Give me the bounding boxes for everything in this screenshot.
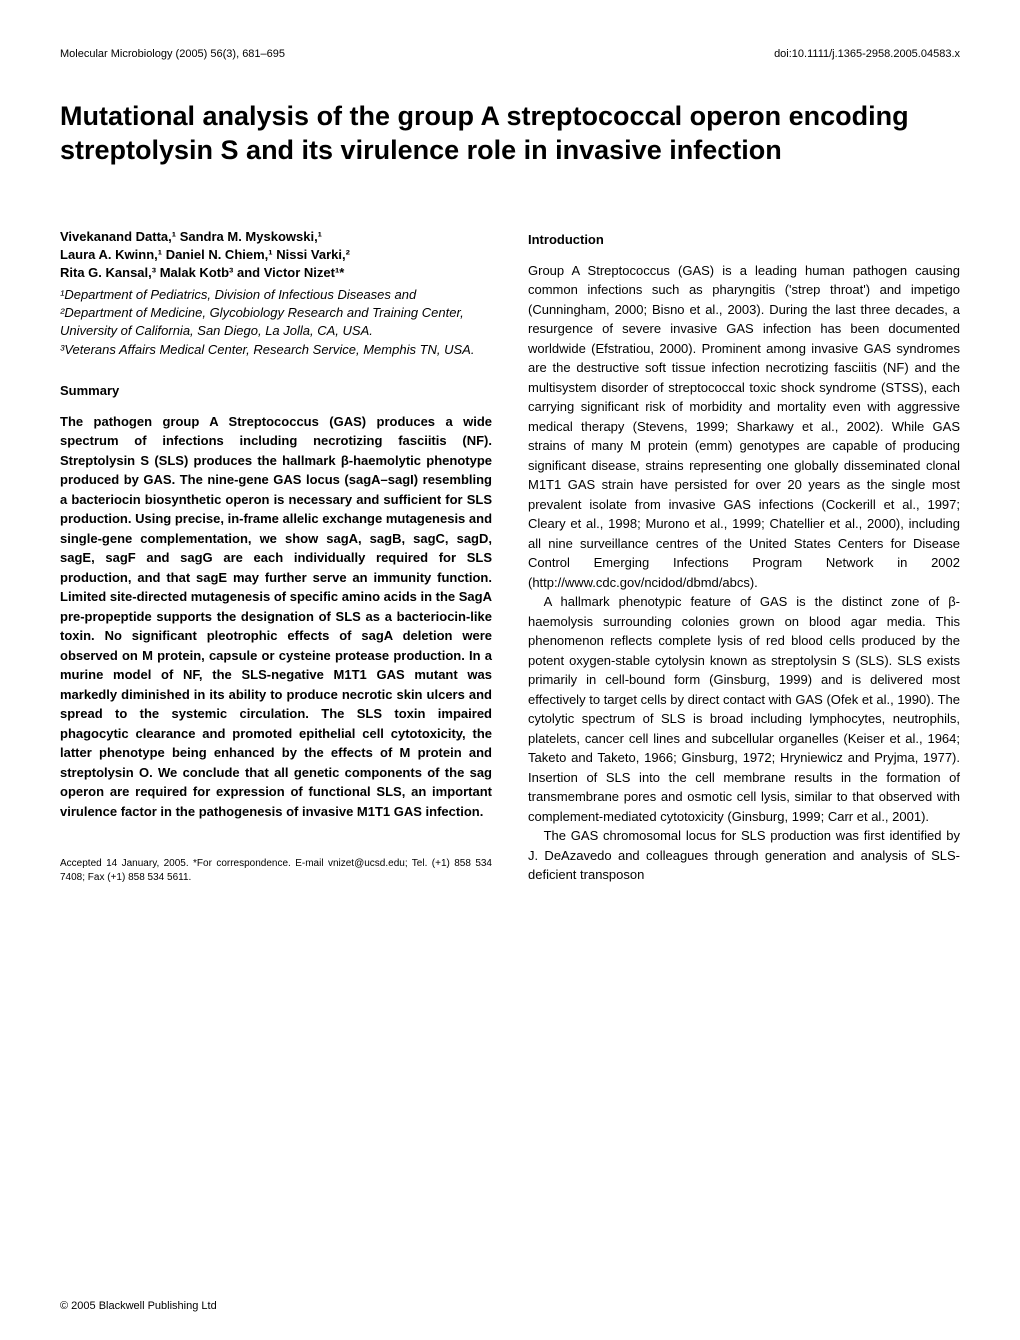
authors-line-2: Laura A. Kwinn,¹ Daniel N. Chiem,¹ Nissi… [60, 246, 492, 264]
left-column: Vivekanand Datta,¹ Sandra M. Myskowski,¹… [60, 228, 492, 886]
right-column: Introduction Group A Streptococcus (GAS)… [528, 228, 960, 886]
affiliation-2: ³Veterans Affairs Medical Center, Resear… [60, 341, 492, 359]
journal-ref: Molecular Microbiology (2005) 56(3), 681… [60, 48, 285, 60]
author-list: Vivekanand Datta,¹ Sandra M. Myskowski,¹… [60, 228, 492, 283]
affiliations: ¹Department of Pediatrics, Division of I… [60, 286, 492, 359]
introduction-heading: Introduction [528, 232, 960, 247]
authors-line-1: Vivekanand Datta,¹ Sandra M. Myskowski,¹ [60, 228, 492, 246]
summary-heading: Summary [60, 383, 492, 398]
intro-paragraph-1: Group A Streptococcus (GAS) is a leading… [528, 261, 960, 593]
doi: doi:10.1111/j.1365-2958.2005.04583.x [774, 48, 960, 60]
authors-line-3: Rita G. Kansal,³ Malak Kotb³ and Victor … [60, 264, 492, 282]
running-header: Molecular Microbiology (2005) 56(3), 681… [60, 48, 960, 60]
intro-paragraph-3: The GAS chromosomal locus for SLS produc… [528, 826, 960, 885]
affiliation-1: ¹Department of Pediatrics, Division of I… [60, 286, 492, 341]
article-title: Mutational analysis of the group A strep… [60, 100, 960, 168]
summary-body: The pathogen group A Streptococcus (GAS)… [60, 412, 492, 822]
copyright-line: © 2005 Blackwell Publishing Ltd [60, 1300, 217, 1312]
accepted-footnote: Accepted 14 January, 2005. *For correspo… [60, 857, 492, 885]
two-column-layout: Vivekanand Datta,¹ Sandra M. Myskowski,¹… [60, 228, 960, 886]
intro-paragraph-2: A hallmark phenotypic feature of GAS is … [528, 592, 960, 826]
